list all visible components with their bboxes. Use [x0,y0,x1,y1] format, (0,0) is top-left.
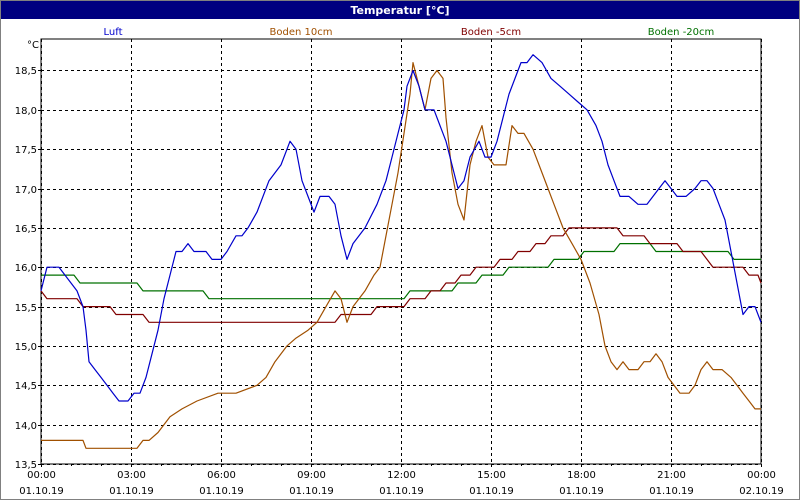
y-tick-label: 16,5 [15,224,37,235]
y-tick-label: 13,5 [15,460,37,471]
legend-label-boden-20cm: Boden -20cm [648,27,715,38]
x-tick-time-label: 15:00 [477,470,506,481]
x-tick-time-label: 09:00 [297,470,326,481]
x-tick-date-label: 01.10.19 [379,486,424,497]
y-tick-label: 17,0 [15,185,37,196]
chart-title: Temperatur [°C] [1,1,799,19]
y-tick-label: 18,0 [15,106,37,117]
x-tick-date-label: 02.10.19 [739,486,784,497]
x-tick-date-label: 01.10.19 [109,486,154,497]
x-tick-date-label: 01.10.19 [469,486,514,497]
y-tick-label: 18,5 [15,66,37,77]
y-tick-label: 15,0 [15,342,37,353]
y-axis-unit-label: °C [27,40,39,51]
series-line-luft [40,54,762,402]
x-tick-date-label: 01.10.19 [559,486,604,497]
x-tick-date-label: 01.10.19 [289,486,334,497]
series-line-boden-10cm [41,62,761,449]
y-tick-label: 16,0 [15,263,37,274]
x-tick-time-label: 00:00 [747,470,776,481]
legend-label-luft: Luft [104,27,123,38]
y-tick-label: 14,0 [15,421,37,432]
x-tick-date-label: 01.10.19 [19,486,64,497]
x-tick-date-label: 01.10.19 [199,486,244,497]
legend-label-boden-10cm: Boden 10cm [270,27,333,38]
x-tick-date-label: 01.10.19 [649,486,694,497]
y-tick-label: 14,5 [15,381,37,392]
x-tick-time-label: 00:00 [27,470,56,481]
legend-label-boden-5cm: Boden -5cm [461,27,521,38]
x-tick-time-label: 03:00 [117,470,146,481]
x-tick-time-label: 06:00 [207,470,236,481]
x-tick-time-label: 12:00 [387,470,416,481]
x-tick-time-label: 18:00 [567,470,596,481]
y-tick-label: 15,5 [15,303,37,314]
x-tick-time-label: 21:00 [657,470,686,481]
series-line-boden-20cm [41,243,761,300]
y-tick-label: 17,5 [15,145,37,156]
series-line-boden-5cm [40,227,762,323]
